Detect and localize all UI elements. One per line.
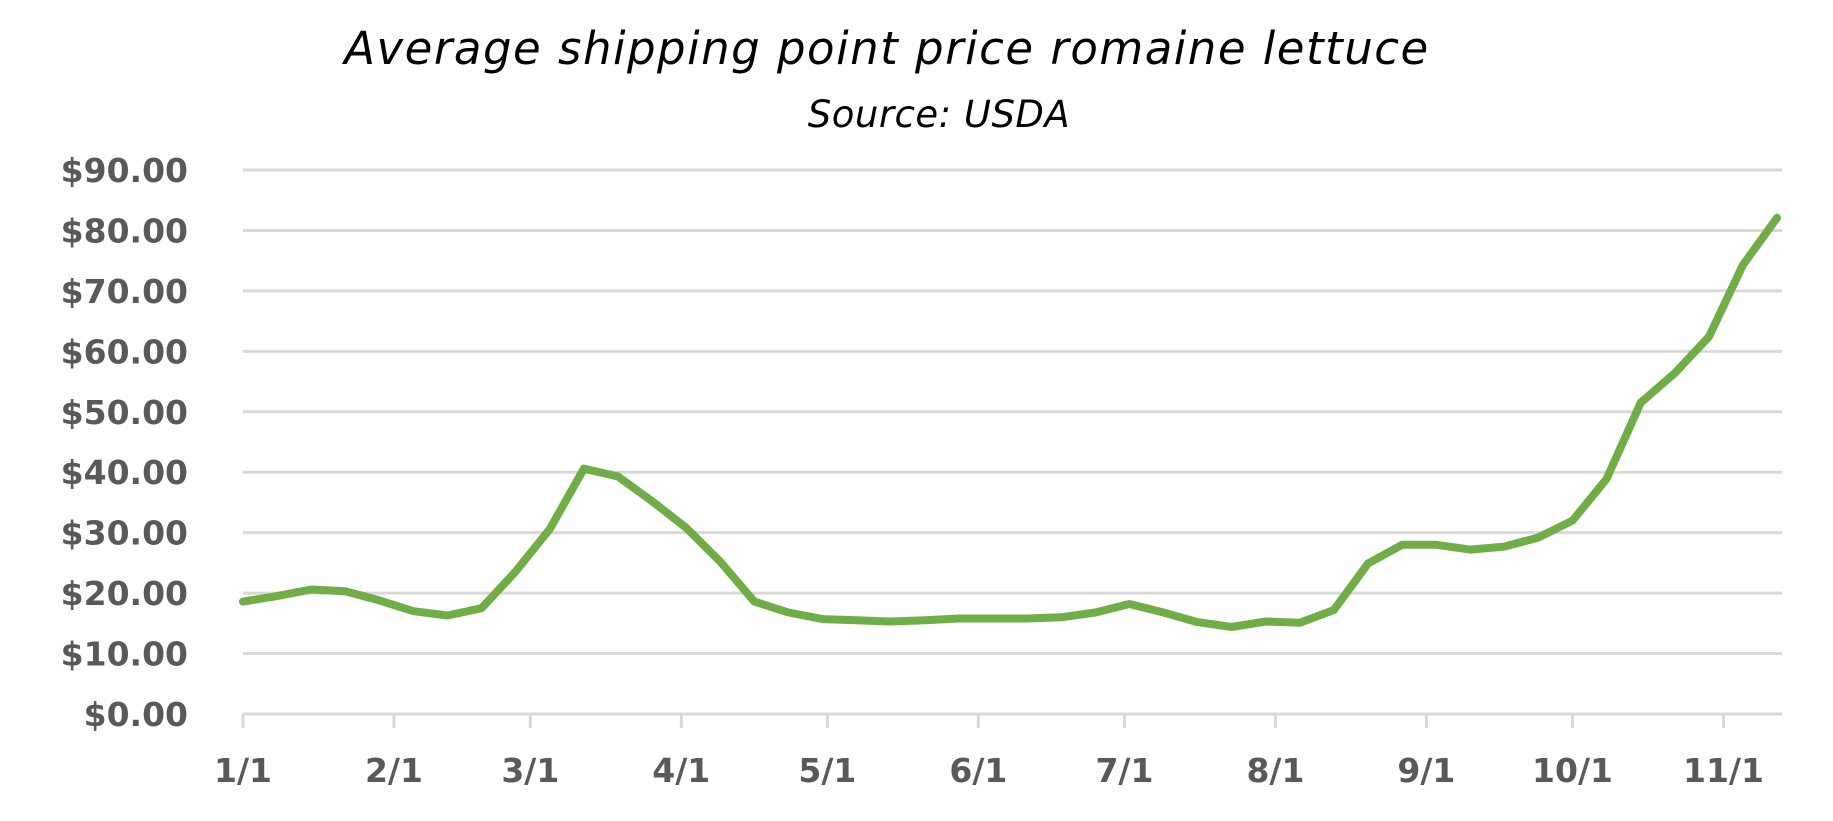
y-tick-label: $90.00 (61, 151, 188, 190)
x-tick-label: 5/1 (798, 751, 856, 790)
y-tick-label: $50.00 (61, 393, 188, 432)
y-tick-label: $30.00 (61, 514, 188, 553)
x-tick-label: 11/1 (1683, 751, 1764, 790)
x-tick-label: 7/1 (1095, 751, 1153, 790)
x-tick-label: 10/1 (1532, 751, 1613, 790)
x-tick-label: 6/1 (949, 751, 1007, 790)
x-tick-label: 1/1 (214, 751, 272, 790)
y-gridlines (243, 168, 1782, 656)
x-tick-label: 2/1 (365, 751, 423, 790)
chart-subtitle: Source: USDA (807, 93, 1071, 136)
x-tick-label: 9/1 (1397, 751, 1455, 790)
y-tick-label: $10.00 (61, 635, 188, 674)
y-axis-tick-labels: $0.00 $10.00 $20.00 $30.00 $40.00 $50.00 $60.0… (61, 151, 188, 734)
x-tick-label: 4/1 (652, 751, 710, 790)
x-axis-tick-labels: 1/1 2/1 3/1 4/1 5/1 6/1 7/1 8/1 9/1 10/1 11/1 (214, 751, 1764, 790)
y-tick-label: $40.00 (61, 453, 188, 492)
y-tick-label: $60.00 (61, 332, 188, 371)
y-tick-label: $20.00 (61, 574, 188, 613)
x-tick-label: 3/1 (501, 751, 559, 790)
y-tick-label: $70.00 (61, 272, 188, 311)
y-tick-label: $80.00 (61, 211, 188, 250)
chart-title: Average shipping point price romaine let… (344, 22, 1430, 75)
y-tick-label: $0.00 (84, 695, 188, 734)
x-axis-ticks (241, 714, 1725, 728)
x-tick-label: 8/1 (1246, 751, 1304, 790)
price-series-line (239, 213, 1781, 631)
